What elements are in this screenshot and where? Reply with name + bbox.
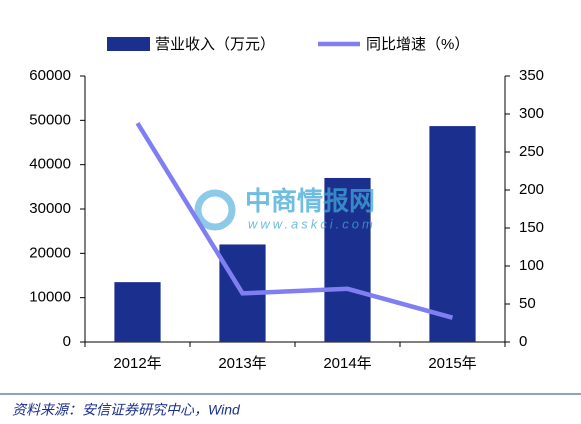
y2-tick-label: 250 [519,143,544,160]
y-tick-label: 40000 [29,156,71,173]
source-note: 资料来源：安信证券研究中心，Wind [12,402,241,418]
y-tick-label: 10000 [29,289,71,306]
watermark: www.askci.com [248,216,376,231]
bar [429,126,476,342]
y2-tick-label: 50 [519,295,536,312]
x-tick-label: 2013年 [218,355,266,372]
legend-swatch [107,37,150,51]
x-tick-label: 2015年 [428,355,476,372]
x-tick-label: 2012年 [113,355,161,372]
bar [114,282,161,342]
y-tick-label: 60000 [29,67,71,84]
y2-tick-label: 350 [519,67,544,84]
y2-tick-label: 0 [519,333,527,350]
watermark: 中商情报网 [245,186,375,216]
line [135,121,454,320]
y-tick-label: 0 [63,333,71,350]
y-tick-label: 30000 [29,200,71,217]
y2-tick-label: 200 [519,181,544,198]
watermark-logo [194,189,236,231]
bar [324,177,371,342]
y-tick-label: 20000 [29,244,71,261]
legend-label: 营业收入（万元） [155,36,275,53]
y2-tick-label: 300 [519,105,544,122]
legend-label: 同比增速（%） [366,36,469,53]
y2-tick-label: 100 [519,257,544,274]
x-tick-label: 2014年 [323,355,371,372]
y-tick-label: 50000 [29,111,71,128]
y2-tick-label: 150 [519,219,544,236]
